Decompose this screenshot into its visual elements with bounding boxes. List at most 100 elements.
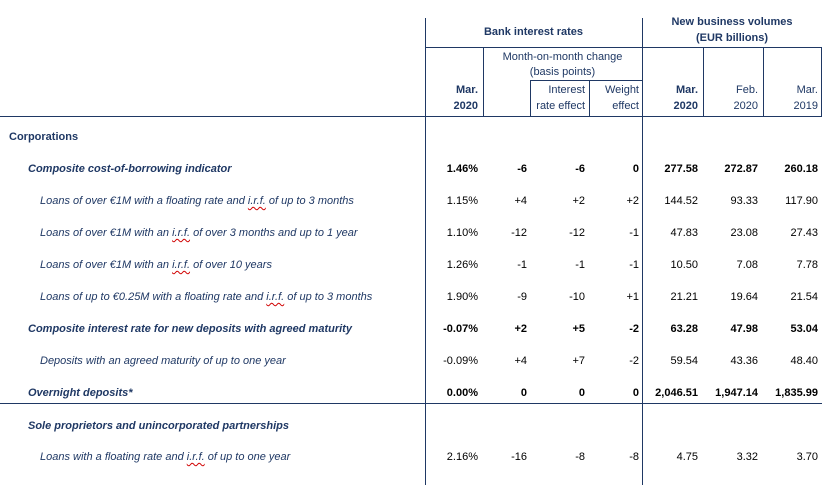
cell-v3: 3.70: [796, 451, 818, 463]
cell-v3: 7.78: [796, 259, 818, 271]
row-label-part: Loans of over €1M with an: [40, 227, 173, 239]
row-label-part: Loans of over €1M with a floating rate a…: [40, 195, 248, 207]
cell-ir-effect: +7: [572, 355, 585, 367]
cell-v2: 23.08: [730, 227, 758, 239]
cell-ir-effect: -6: [575, 163, 585, 175]
header-rate-year: 2020: [453, 100, 478, 112]
cell-rate: 1.46%: [446, 163, 478, 175]
cell-mom: -9: [517, 291, 527, 303]
row-label-abbr: i.r.f.: [172, 227, 191, 239]
row-label-part: of up to 3 months: [265, 195, 354, 207]
cell-w-effect: -8: [629, 451, 639, 463]
header-v2-year: 2020: [733, 100, 758, 112]
cell-w-effect: +1: [626, 291, 639, 303]
header-ir-effect-2: rate effect: [536, 100, 585, 112]
grid-line: [530, 80, 531, 116]
row-label-part: of over 3 months and up to 1 year: [190, 227, 358, 239]
cell-v3: 48.40: [790, 355, 818, 367]
grid-line: [642, 18, 643, 485]
cell-ir-effect: +5: [572, 323, 585, 335]
cell-mom: -12: [511, 227, 527, 239]
row-label-part: of over 10 years: [190, 259, 272, 271]
grid-line: [589, 80, 590, 116]
cell-rate: -0.09%: [443, 355, 478, 367]
grid-line: [0, 116, 822, 117]
cell-w-effect: -1: [629, 227, 639, 239]
header-w-effect: Weight: [604, 84, 639, 96]
header-v2-month: Feb.: [735, 84, 758, 96]
cell-v1: 4.75: [676, 451, 698, 463]
row-label-abbr: i.r.f.: [266, 291, 285, 303]
cell-w-effect: -1: [629, 259, 639, 271]
cell-v2: 1,947.14: [715, 387, 758, 399]
cell-mom: -1: [517, 259, 527, 271]
row-label: Overnight deposits*: [28, 387, 133, 399]
cell-v2: 3.32: [736, 451, 758, 463]
cell-v2: 7.08: [736, 259, 758, 271]
cell-v2: 47.98: [730, 323, 758, 335]
section-corporations: Corporations: [9, 131, 79, 143]
cell-v1: 277.58: [664, 163, 698, 175]
header-volumes-unit: (EUR billions): [695, 32, 769, 44]
cell-rate: 2.16%: [446, 451, 478, 463]
header-mom: Month-on-month change: [502, 51, 623, 63]
header-v3-year: 2019: [793, 100, 818, 112]
row-label: Composite interest rate for new deposits…: [28, 323, 352, 335]
grid-line: [0, 403, 822, 404]
cell-mom: 0: [520, 387, 527, 399]
cell-mom: -6: [517, 163, 527, 175]
row-label-abbr: i.r.f.: [247, 195, 266, 207]
row-label: Loans with a floating rate and i.r.f. of…: [40, 451, 290, 464]
grid-line: [425, 47, 822, 48]
header-ir-effect: Interest: [548, 84, 585, 96]
grid-line: [425, 18, 426, 485]
cell-ir-effect: 0: [578, 387, 585, 399]
row-label: Deposits with an agreed maturity of up t…: [40, 355, 286, 367]
cell-v3: 1,835.99: [775, 387, 818, 399]
cell-rate: 1.26%: [446, 259, 478, 271]
header-v3-month: Mar.: [796, 84, 818, 96]
cell-ir-effect: -1: [575, 259, 585, 271]
header-volumes: New business volumes: [671, 16, 793, 28]
cell-v3: 27.43: [790, 227, 818, 239]
row-label: Loans of over €1M with an i.r.f. of over…: [40, 259, 272, 272]
cell-w-effect: 0: [632, 163, 639, 175]
cell-v3: 117.90: [785, 195, 818, 207]
row-label-part: of up to 3 months: [284, 291, 373, 303]
cell-ir-effect: -8: [575, 451, 585, 463]
row-label: Sole proprietors and unincorporated part…: [28, 420, 289, 432]
cell-mom: -16: [511, 451, 527, 463]
cell-rate: 1.90%: [446, 291, 478, 303]
cell-v2: 93.33: [730, 195, 758, 207]
header-rate-month: Mar.: [455, 84, 478, 96]
cell-ir-effect: -10: [569, 291, 585, 303]
row-label: Loans of over €1M with an i.r.f. of over…: [40, 227, 358, 240]
row-label-part: Loans of over €1M with an: [40, 259, 173, 271]
grid-line: [763, 48, 764, 116]
cell-v1: 59.54: [670, 355, 698, 367]
grid-line: [483, 48, 484, 116]
cell-ir-effect: -12: [569, 227, 585, 239]
cell-w-effect: +2: [626, 195, 639, 207]
row-label: Loans of up to €0.25M with a floating ra…: [40, 291, 372, 304]
row-label: Composite cost-of-borrowing indicator: [28, 163, 232, 175]
cell-v1: 21.21: [670, 291, 698, 303]
cell-v2: 43.36: [730, 355, 758, 367]
cell-v3: 53.04: [790, 323, 818, 335]
cell-v1: 47.83: [670, 227, 698, 239]
cell-v1: 144.52: [664, 195, 698, 207]
header-v1-month: Mar.: [675, 84, 698, 96]
row-label-abbr: i.r.f.: [186, 451, 205, 463]
row-label-part: Loans of up to €0.25M with a floating ra…: [40, 291, 267, 303]
cell-v2: 272.87: [724, 163, 758, 175]
cell-w-effect: -2: [629, 355, 639, 367]
cell-rate: 1.15%: [446, 195, 478, 207]
cell-rate: 0.00%: [446, 387, 478, 399]
cell-v2: 19.64: [730, 291, 758, 303]
cell-mom: +2: [514, 323, 527, 335]
cell-w-effect: -2: [629, 323, 639, 335]
header-v1-year: 2020: [673, 100, 698, 112]
cell-mom: +4: [514, 195, 527, 207]
grid-line: [821, 48, 822, 116]
